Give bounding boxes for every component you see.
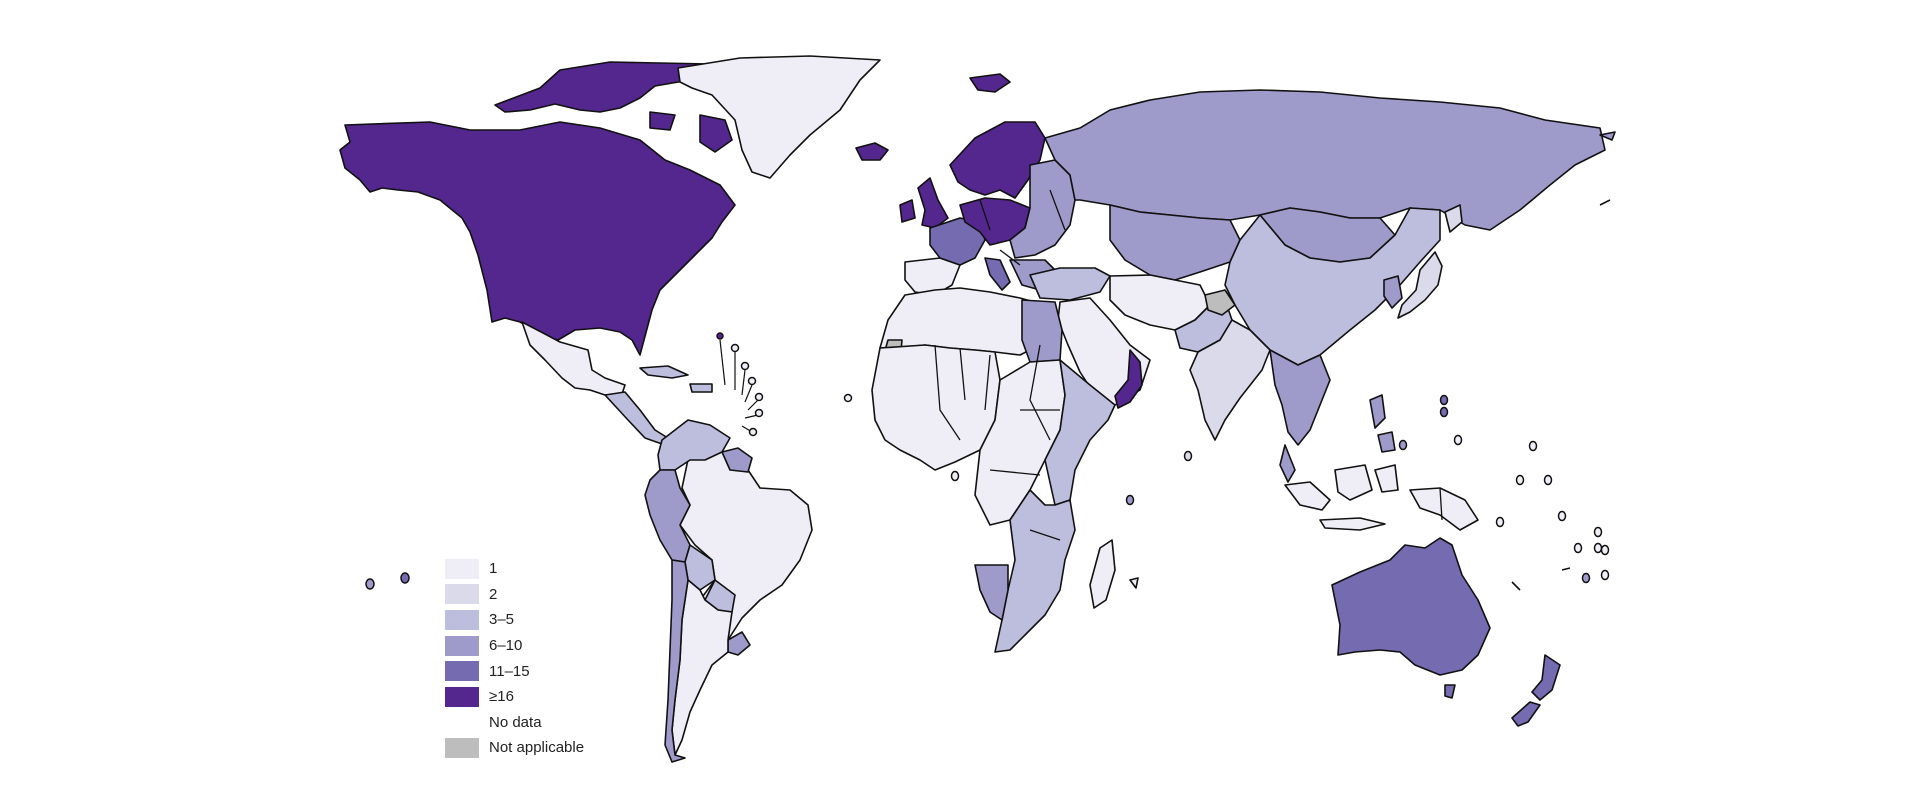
legend-label: 11–15: [489, 662, 530, 680]
map-region-chile: [664, 559, 689, 763]
legend-item: 3–5: [445, 607, 584, 633]
legend-label: Not applicable: [489, 739, 585, 757]
legend-swatch: [445, 635, 479, 656]
map-region-australia: [1331, 537, 1491, 676]
map-region-oman-yemen-coast: [1114, 349, 1143, 409]
map-region-north-america: [339, 121, 736, 356]
map-region-namibia: [974, 564, 1009, 621]
map-region-uk-ireland: [899, 177, 949, 229]
legend-item: 2: [445, 582, 584, 608]
map-region-west-africa: [871, 344, 1001, 471]
legend-item: 1: [445, 556, 584, 582]
map-region-philippines: [1369, 394, 1396, 453]
map-region-scandinavia: [949, 121, 1046, 199]
map-region-papua: [1409, 487, 1479, 531]
map-region-guianas: [721, 447, 753, 473]
map-region-new-zealand: [1511, 654, 1561, 727]
legend-label: 6–10: [489, 637, 523, 655]
legend-swatch: [445, 661, 479, 682]
map-region-egypt: [1021, 299, 1063, 363]
map-region-mexico: [521, 321, 626, 401]
map-region-colombia-venezuela: [657, 419, 731, 471]
map-region-indonesia: [1284, 464, 1399, 531]
legend-item: Not applicable: [445, 735, 584, 761]
legend-swatch: [445, 686, 479, 707]
legend-swatch: [445, 584, 479, 605]
map-region-svalbard: [969, 73, 1011, 93]
legend-label: 2: [489, 585, 498, 603]
map-region-india: [1189, 319, 1271, 441]
legend-item: ≥16: [445, 684, 584, 710]
map-region-east-africa: [1044, 359, 1116, 506]
legend-label: ≥16: [489, 688, 514, 706]
legend-item: 11–15: [445, 658, 584, 684]
map-region-japan: [1397, 204, 1463, 319]
legend-swatch: [445, 558, 479, 579]
map-region-southeast-asia: [1269, 349, 1331, 483]
legend-swatch: [445, 609, 479, 630]
map-region-kashmir: [1204, 289, 1236, 316]
map-region-tasmania: [1444, 684, 1456, 699]
map-region-korea: [1383, 275, 1403, 309]
legend-swatch: [445, 737, 479, 758]
map-region-iceland: [855, 142, 889, 161]
legend-swatch: [445, 712, 479, 733]
legend-item: 6–10: [445, 633, 584, 659]
legend-label: No data: [489, 713, 542, 731]
legend-item: No data: [445, 710, 584, 736]
legend-label: 3–5: [489, 611, 515, 629]
map-legend: 1 2 3–5 6–10 11–15 ≥16 No data Not applicable: [445, 556, 584, 761]
map-region-caribbean-islands: [639, 365, 713, 393]
map-region-madagascar: [1089, 539, 1116, 609]
map-region-central-america: [604, 391, 669, 445]
map-region-greenland: [677, 55, 881, 179]
map-region-turkey-caucasus: [1029, 267, 1111, 301]
legend-label: 1: [489, 560, 498, 578]
map-region-canadian-arctic-islands: [494, 61, 733, 153]
